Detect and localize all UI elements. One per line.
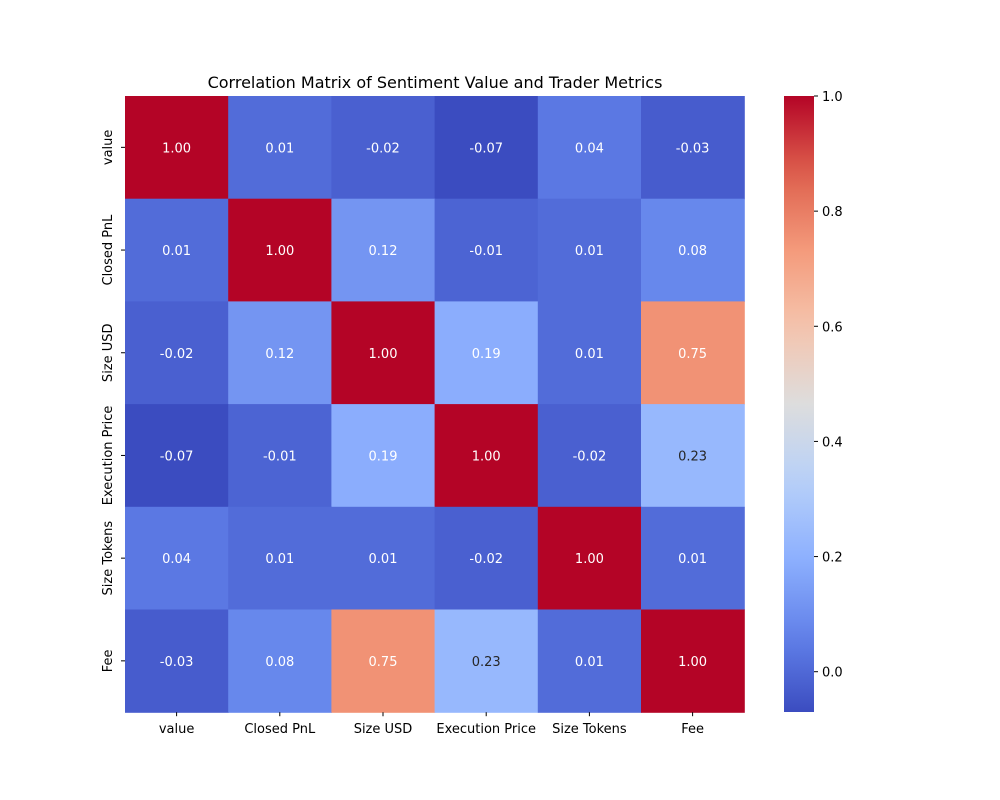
- heatmap-cell: [434, 404, 539, 508]
- cell-value-label: 0.01: [575, 244, 604, 259]
- heatmap-cells: 1.00 0.01 -0.02 -0.07 0.04 -0.03 0.01 1.00 0.12 -…: [125, 96, 745, 713]
- y-tick-label: Size Tokens: [101, 521, 116, 596]
- cell-value-label: 1.00: [369, 347, 398, 362]
- cell-value-label: -0.02: [160, 347, 194, 362]
- heatmap-cell: [434, 301, 539, 405]
- cell-value-label: -0.02: [469, 552, 503, 567]
- cell-value-label: 0.19: [472, 347, 501, 362]
- heatmap-cell: [331, 404, 436, 508]
- heatmap-cell: [537, 198, 642, 302]
- chart-title: Correlation Matrix of Sentiment Value an…: [208, 73, 663, 92]
- cell-value-label: 0.04: [162, 552, 191, 567]
- cell-value-label: 0.01: [265, 552, 294, 567]
- x-tick-label: value: [159, 722, 195, 737]
- colorbar-tick-label: 0.4: [822, 435, 843, 450]
- y-tick-label: value: [101, 130, 116, 166]
- cell-value-label: -0.02: [573, 449, 607, 464]
- colorbar-tick-label: 0.2: [822, 551, 843, 566]
- colorbar-gradient: [784, 96, 814, 712]
- cell-value-label: -0.01: [469, 244, 503, 259]
- cell-value-label: 0.01: [575, 655, 604, 670]
- heatmap-cell: [331, 198, 436, 302]
- cell-value-label: 0.01: [678, 552, 707, 567]
- y-tick-label: Fee: [101, 649, 116, 672]
- heatmap-cell: [537, 404, 642, 508]
- x-tick-label: Execution Price: [436, 722, 536, 737]
- cell-value-label: 0.01: [575, 347, 604, 362]
- colorbar-tick-label: 0.6: [822, 320, 843, 335]
- heatmap-cell: [125, 96, 229, 200]
- cell-value-label: -0.01: [263, 449, 297, 464]
- heatmap-cell: [537, 609, 642, 713]
- cell-value-label: -0.03: [676, 141, 710, 156]
- heatmap-cell: [641, 506, 745, 611]
- heatmap-cell: [537, 96, 642, 200]
- x-tick-labels: value Closed PnL Size USD Execution Price Si…: [159, 712, 704, 737]
- heatmap-cell: [228, 198, 332, 302]
- x-tick-label: Fee: [681, 722, 704, 737]
- heatmap-cell: [125, 506, 229, 611]
- cell-value-label: 0.08: [678, 244, 707, 259]
- cell-value-label: 0.75: [369, 655, 398, 670]
- heatmap-cell: [434, 609, 539, 713]
- cell-value-label: 0.12: [369, 244, 398, 259]
- y-tick-labels: value Closed PnL Size USD Execution Price Si…: [101, 130, 125, 672]
- cell-value-label: -0.07: [160, 449, 194, 464]
- x-tick-label: Size Tokens: [552, 722, 627, 737]
- colorbar: 0.0 0.2 0.4 0.6 0.8 1.0: [784, 90, 843, 712]
- heatmap-cell: [228, 506, 332, 611]
- cell-value-label: 1.00: [575, 552, 604, 567]
- heatmap-cell: [641, 301, 745, 405]
- heatmap-cell: [434, 198, 539, 302]
- heatmap-cell: [434, 96, 539, 200]
- y-tick-label: Size USD: [101, 323, 116, 382]
- cell-value-label: -0.07: [469, 141, 503, 156]
- cell-value-label: -0.02: [366, 141, 400, 156]
- y-tick-label: Closed PnL: [101, 214, 116, 286]
- heatmap-cell: [537, 506, 642, 611]
- cell-value-label: 0.12: [265, 347, 294, 362]
- y-tick-label: Execution Price: [101, 406, 116, 506]
- cell-value-label: 0.04: [575, 141, 604, 156]
- heatmap-cell: [331, 506, 436, 611]
- heatmap-cell: [228, 96, 332, 200]
- heatmap-cell: [228, 301, 332, 405]
- heatmap-cell: [331, 609, 436, 713]
- cell-value-label: 0.08: [265, 655, 294, 670]
- x-tick-label: Closed PnL: [244, 722, 316, 737]
- heatmap-cell: [331, 96, 436, 200]
- cell-value-label: 1.00: [265, 244, 294, 259]
- cell-value-label: -0.03: [160, 655, 194, 670]
- heatmap-cell: [641, 404, 745, 508]
- colorbar-tick-label: 0.0: [822, 666, 843, 681]
- cell-value-label: 0.19: [369, 449, 398, 464]
- heatmap-cell: [641, 96, 745, 200]
- heatmap-cell: [228, 609, 332, 713]
- cell-value-label: 0.01: [162, 244, 191, 259]
- heatmap-cell: [641, 198, 745, 302]
- heatmap-cell: [228, 404, 332, 508]
- x-tick-label: Size USD: [354, 722, 413, 737]
- heatmap-cell: [125, 301, 229, 405]
- heatmap-cell: [125, 609, 229, 713]
- heatmap-cell: [641, 609, 745, 713]
- heatmap-cell: [125, 198, 229, 302]
- cell-value-label: 1.00: [678, 655, 707, 670]
- cell-value-label: 0.75: [678, 347, 707, 362]
- heatmap-cell: [434, 506, 539, 611]
- cell-value-label: 0.01: [369, 552, 398, 567]
- cell-value-label: 0.23: [678, 449, 707, 464]
- colorbar-tick-label: 0.8: [822, 205, 843, 220]
- cell-value-label: 0.01: [265, 141, 294, 156]
- cell-value-label: 1.00: [162, 141, 191, 156]
- colorbar-tick-label: 1.0: [822, 90, 843, 105]
- heatmap-cell: [537, 301, 642, 405]
- cell-value-label: 0.23: [472, 655, 501, 670]
- cell-value-label: 1.00: [472, 449, 501, 464]
- heatmap-cell: [331, 301, 436, 405]
- heatmap-cell: [125, 404, 229, 508]
